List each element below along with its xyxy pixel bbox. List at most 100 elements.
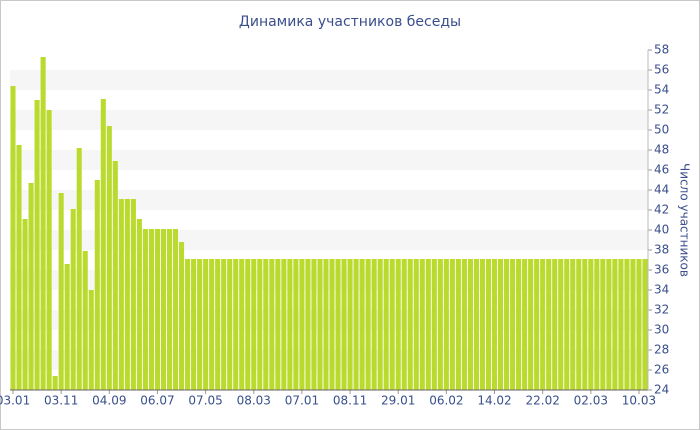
x-tick-label: 06.02: [429, 394, 463, 408]
bar: [431, 259, 437, 390]
x-tick-label: 06.07: [140, 394, 174, 408]
bar: [40, 57, 46, 390]
bar: [612, 259, 618, 390]
chart-title: Динамика участников беседы: [239, 14, 461, 30]
y-tick-label: 34: [654, 283, 669, 297]
x-tick-label: 07.05: [188, 394, 222, 408]
grid-band: [10, 110, 648, 130]
y-tick-label: 36: [654, 263, 669, 277]
bar: [142, 229, 148, 390]
bar: [461, 259, 467, 390]
bar: [106, 126, 112, 390]
y-tick-label: 50: [654, 123, 669, 137]
bar: [642, 259, 648, 390]
bar: [263, 259, 269, 390]
bar: [389, 259, 395, 390]
bar: [70, 209, 76, 390]
bar: [335, 259, 341, 390]
bar: [281, 259, 287, 390]
bar: [516, 259, 522, 390]
bar: [365, 259, 371, 390]
bar: [510, 259, 516, 390]
bar: [407, 259, 413, 390]
bar: [100, 99, 106, 390]
bar: [413, 259, 419, 390]
bar: [600, 259, 606, 390]
bar: [353, 259, 359, 390]
grid-band: [10, 150, 648, 170]
bar: [136, 219, 142, 390]
bar: [209, 259, 215, 390]
bar: [485, 259, 492, 390]
y-tick-label: 56: [654, 63, 669, 77]
bar: [395, 259, 401, 390]
y-tick-label: 38: [654, 243, 669, 257]
x-tick-label: 03.11: [44, 394, 78, 408]
x-tick-label: 08.03: [237, 394, 271, 408]
bar: [347, 259, 353, 390]
bar: [227, 259, 233, 390]
bar: [160, 229, 167, 390]
bar: [443, 259, 449, 390]
bar: [504, 259, 510, 390]
bar: [221, 259, 227, 390]
bar: [82, 251, 88, 390]
bar: [449, 259, 455, 390]
y-tick-label: 44: [654, 183, 669, 197]
bar: [425, 259, 431, 390]
y-tick-label: 24: [654, 383, 669, 397]
bar: [197, 259, 203, 390]
x-tick-label: 22.02: [525, 394, 559, 408]
bar: [203, 259, 209, 390]
x-tick-label: 07.01: [285, 394, 319, 408]
bar: [154, 229, 160, 390]
bar: [522, 259, 528, 390]
y-tick-label: 58: [654, 43, 669, 57]
bar: [52, 376, 58, 390]
bar: [558, 259, 564, 390]
bar: [191, 259, 197, 390]
bar: [64, 264, 70, 390]
bar: [299, 259, 305, 390]
bar: [179, 242, 185, 390]
bar: [528, 259, 534, 390]
bar: [16, 145, 22, 390]
x-tick-label: 08.11: [333, 394, 367, 408]
bar: [28, 183, 34, 390]
bar: [467, 259, 473, 390]
x-tick-label: 03.01: [0, 394, 30, 408]
bar: [287, 259, 293, 390]
bar: [251, 259, 257, 390]
y-tick-label: 46: [654, 163, 669, 177]
bar: [437, 259, 443, 390]
bar: [311, 259, 317, 390]
bar: [329, 259, 335, 390]
x-tick-label: 10.03: [622, 394, 656, 408]
bar: [341, 259, 347, 390]
bar: [233, 259, 239, 390]
y-tick-label: 32: [654, 303, 669, 317]
x-tick-label: 02.03: [574, 394, 608, 408]
bar: [305, 259, 311, 390]
x-tick-label: 04.09: [92, 394, 126, 408]
bar: [546, 259, 552, 390]
bar: [166, 229, 173, 390]
bar: [185, 259, 191, 390]
bar: [239, 259, 245, 390]
bar: [88, 290, 94, 390]
bar: [275, 259, 281, 390]
x-tick-label: 29.01: [381, 394, 415, 408]
y-tick-label: 48: [654, 143, 669, 157]
y-tick-label: 28: [654, 343, 669, 357]
bar: [455, 259, 461, 390]
bar: [34, 100, 40, 390]
bar: [473, 259, 479, 390]
y-tick-label: 40: [654, 223, 669, 237]
bar: [540, 259, 546, 390]
bar: [323, 259, 329, 390]
x-tick-label: 14.02: [477, 394, 511, 408]
bar: [576, 259, 582, 390]
bar: [148, 229, 154, 390]
bar: [498, 259, 504, 390]
bar: [130, 199, 136, 390]
